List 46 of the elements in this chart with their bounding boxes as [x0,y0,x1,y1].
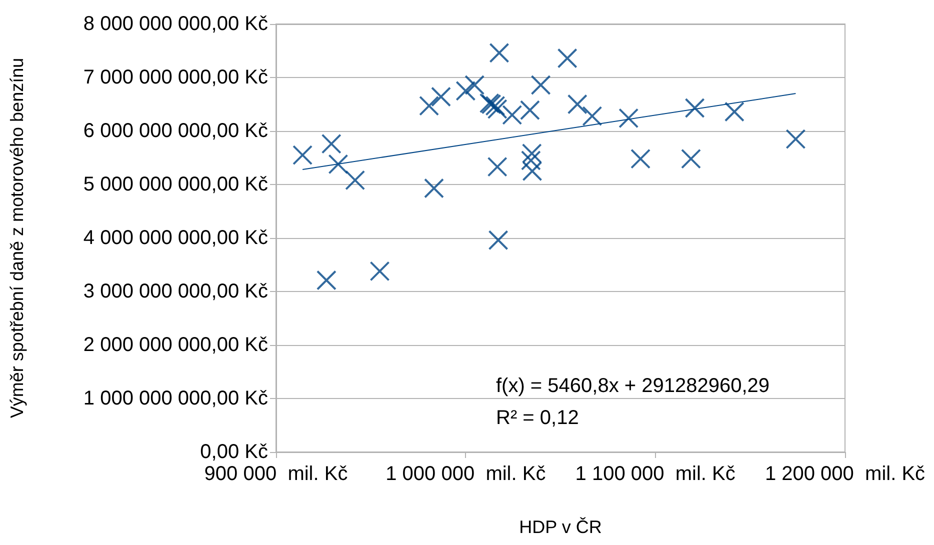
point [431,86,452,107]
y-tick-label: 5 000 000 000,00 Kč [83,174,268,196]
x-tick-label: 1 100 000 mil. Kč [575,463,736,485]
point [567,94,588,114]
point [456,80,476,101]
point [684,98,705,118]
x-axis-title: HDP v ČR [519,517,602,537]
point [487,99,508,120]
point [520,150,541,170]
point [502,104,522,125]
point [345,170,366,190]
y-tick-label: 3 000 000 000,00 Kč [83,280,268,302]
y-tick-label: 6 000 000 000,00 Kč [83,120,268,142]
point [724,102,744,122]
point [786,129,806,150]
annotation: R² = 0,12 [496,407,579,429]
y-tick-label: 7 000 000 000,00 Kč [83,66,268,88]
y-tick-label: 4 000 000 000,00 Kč [83,227,268,249]
point [485,96,506,116]
x-tick-label: 1 000 000 mil. Kč [386,463,546,485]
x-tick-label: 900 000 mil. Kč [204,463,348,485]
point [487,156,508,177]
point [424,178,444,198]
y-tick-label: 2 000 000 000,00 Kč [83,334,268,356]
point [419,96,440,116]
point [328,154,348,174]
point [489,42,510,63]
y-tick-label: 8 000 000 000,00 Kč [83,13,268,35]
point [582,106,602,126]
y-axis-title: Výměr spotřební daně z motorového benzínu [7,58,27,418]
point [557,48,578,68]
point [464,74,485,95]
y-tick-label: 0,00 Kč [200,441,268,463]
y-tick-label: 1 000 000 000,00 Kč [83,388,268,410]
point [292,145,313,166]
point [488,230,508,250]
point [316,270,336,290]
point [630,148,651,169]
point [520,100,540,120]
point [530,74,551,95]
x-tick-label: 1 200 000 mil. Kč [764,463,926,485]
point [680,148,701,169]
point [370,261,390,282]
point [618,108,639,128]
annotation: f(x) = 5460,8x + 291282960,29 [496,375,770,397]
point [321,134,342,154]
